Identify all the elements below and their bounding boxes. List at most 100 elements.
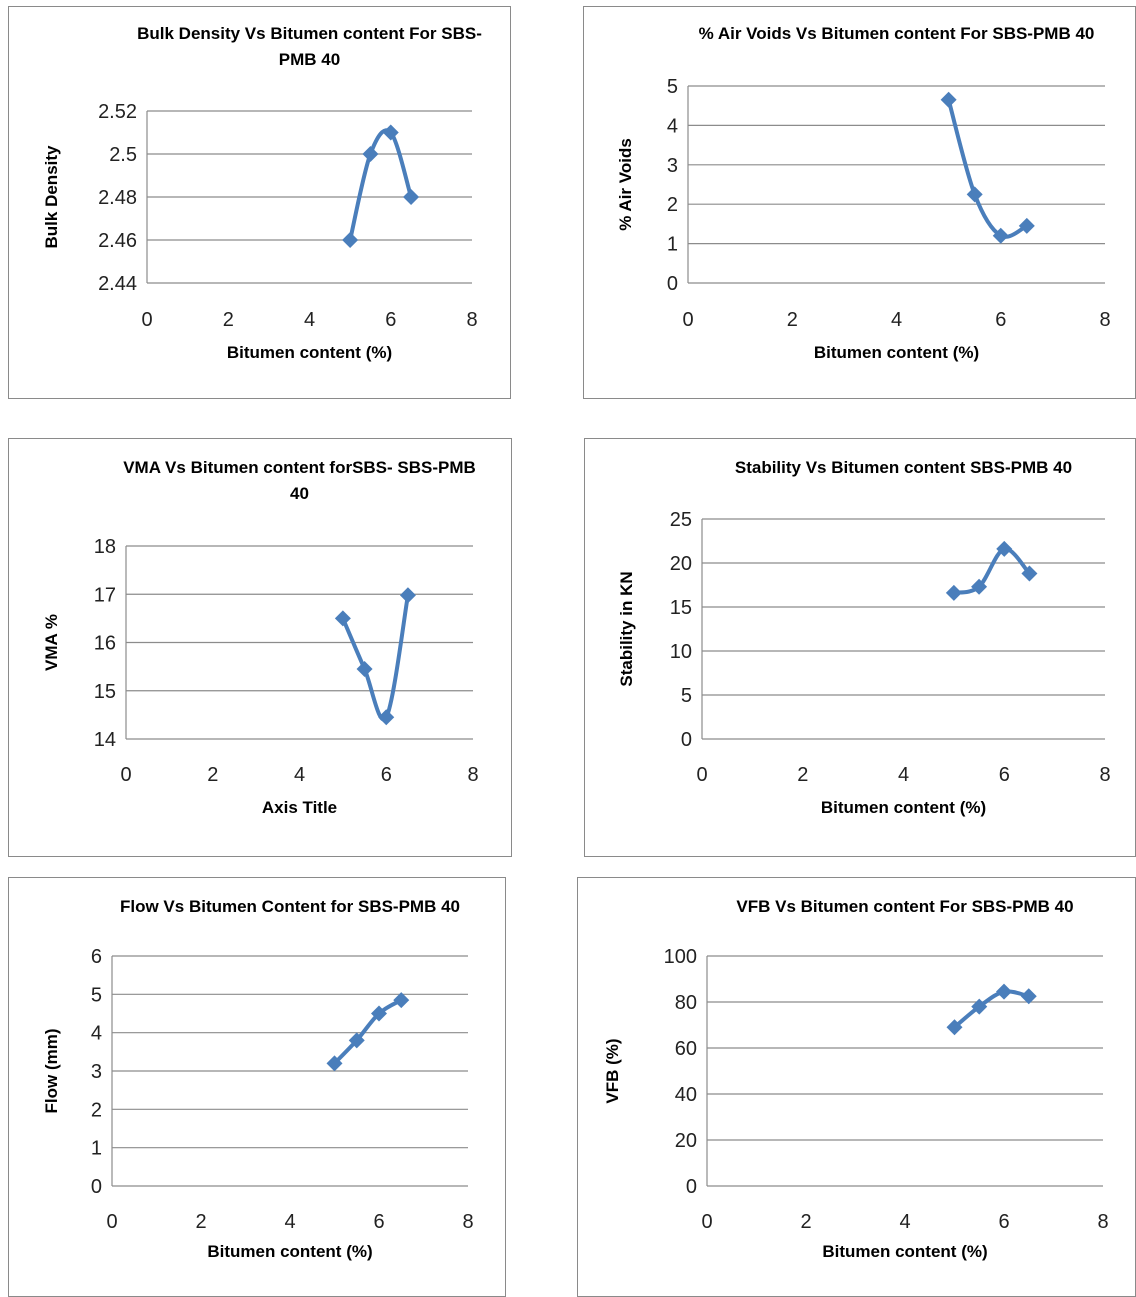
data-point-marker — [362, 146, 379, 162]
chart-title: VFB Vs Bitumen content For SBS-PMB 40 — [736, 897, 1073, 916]
y-tick-label: 0 — [91, 1176, 102, 1198]
x-tick-label: 0 — [106, 1211, 117, 1233]
data-point-marker — [399, 587, 416, 604]
x-tick-label: 2 — [207, 764, 218, 786]
y-tick-label: 2 — [91, 1099, 102, 1121]
y-tick-label: 10 — [670, 641, 692, 663]
data-point-marker — [393, 992, 410, 1009]
x-axis-title: Bitumen content (%) — [814, 343, 979, 362]
chart-svg: Flow Vs Bitumen Content for SBS-PMB 40 0 1… — [42, 897, 474, 1261]
y-tick-label: 17 — [94, 584, 116, 606]
chart-title: PMB 40 — [279, 50, 340, 69]
x-tick-label: 2 — [223, 309, 234, 331]
x-tick-label: 6 — [381, 764, 392, 786]
y-tick-label: 1 — [667, 234, 678, 256]
chart-flow: Flow Vs Bitumen Content for SBS-PMB 40 0 1… — [8, 877, 506, 1297]
x-axis-title: Axis Title — [262, 798, 337, 817]
x-tick-label: 6 — [995, 309, 1006, 331]
data-point-marker — [945, 584, 962, 601]
y-tick-label: 15 — [94, 681, 116, 703]
y-tick-label: 0 — [686, 1176, 697, 1198]
y-tick-label: 0 — [667, 273, 678, 295]
series-line — [348, 128, 414, 242]
series-line — [952, 989, 1031, 1030]
x-tick-label: 2 — [800, 1211, 811, 1233]
data-point-marker — [966, 186, 983, 203]
y-tick-label: 16 — [94, 633, 116, 655]
chart-title: 40 — [290, 484, 309, 503]
data-point-marker — [356, 661, 373, 678]
series-line — [332, 998, 404, 1066]
data-point-marker — [342, 232, 359, 248]
x-tick-label: 4 — [891, 309, 902, 331]
series-line — [951, 546, 1032, 595]
chart-svg: Bulk Density Vs Bitumen content For SBS-… — [42, 24, 482, 362]
y-tick-label: 14 — [94, 729, 116, 751]
y-tick-label: 20 — [675, 1130, 697, 1152]
y-axis-title: VFB (%) — [603, 1038, 622, 1103]
data-point-marker — [1018, 217, 1035, 234]
x-tick-label: 6 — [385, 309, 396, 331]
x-tick-label: 0 — [701, 1211, 712, 1233]
x-tick-label: 8 — [462, 1211, 473, 1233]
y-tick-label: 2.52 — [98, 101, 137, 123]
data-point-marker — [971, 578, 988, 595]
y-tick-label: 5 — [91, 984, 102, 1006]
x-tick-label: 4 — [898, 764, 909, 786]
x-tick-label: 0 — [696, 764, 707, 786]
y-tick-label: 100 — [664, 946, 697, 968]
x-tick-label: 4 — [294, 764, 305, 786]
y-tick-label: 25 — [670, 509, 692, 531]
data-point-marker — [326, 1055, 343, 1072]
y-tick-label: 40 — [675, 1084, 697, 1106]
chart-svg: Stability Vs Bitumen content SBS-PMB 40 0… — [617, 458, 1111, 817]
chart-title: % Air Voids Vs Bitumen content For SBS-P… — [699, 24, 1095, 43]
y-axis-title: Flow (mm) — [42, 1029, 61, 1114]
y-tick-label: 2.5 — [109, 144, 137, 166]
y-tick-label: 4 — [91, 1023, 102, 1045]
y-axis-title: Bulk Density — [42, 145, 61, 249]
y-tick-label: 3 — [91, 1061, 102, 1083]
data-point-marker — [940, 91, 957, 108]
x-tick-label: 6 — [373, 1211, 384, 1233]
x-tick-label: 2 — [797, 764, 808, 786]
x-axis-title: Bitumen content (%) — [227, 343, 392, 362]
y-tick-label: 60 — [675, 1038, 697, 1060]
y-tick-label: 5 — [681, 685, 692, 707]
data-point-marker — [996, 540, 1013, 557]
chart-vma: VMA Vs Bitumen content forSBS- SBS-PMB 40… — [8, 438, 512, 857]
x-tick-label: 8 — [1097, 1211, 1108, 1233]
series-line — [946, 97, 1029, 239]
data-point-marker — [992, 227, 1009, 244]
data-point-marker — [403, 189, 420, 205]
y-tick-label: 2.48 — [98, 187, 137, 209]
y-tick-label: 6 — [91, 946, 102, 968]
data-point-marker — [348, 1032, 365, 1049]
y-axis-title: % Air Voids — [616, 138, 635, 231]
chart-svg: VMA Vs Bitumen content forSBS- SBS-PMB40… — [42, 458, 479, 817]
x-tick-label: 8 — [467, 764, 478, 786]
data-point-marker — [382, 124, 399, 141]
x-tick-label: 4 — [304, 309, 315, 331]
chart-title: VMA Vs Bitumen content forSBS- SBS-PMB — [123, 458, 476, 477]
y-tick-label: 3 — [667, 155, 678, 177]
chart-title: Bulk Density Vs Bitumen content For SBS- — [137, 24, 482, 43]
x-axis-title: Bitumen content (%) — [207, 1242, 372, 1261]
y-tick-label: 1 — [91, 1138, 102, 1160]
x-tick-label: 2 — [787, 309, 798, 331]
y-tick-label: 2 — [667, 194, 678, 216]
data-point-marker — [334, 610, 351, 627]
chart-vfb: VFB Vs Bitumen content For SBS-PMB 40 0 20… — [577, 877, 1136, 1297]
x-tick-label: 0 — [120, 764, 131, 786]
y-tick-label: 2.44 — [98, 273, 137, 295]
y-tick-label: 15 — [670, 597, 692, 619]
x-axis-title: Bitumen content (%) — [822, 1242, 987, 1261]
x-tick-label: 2 — [195, 1211, 206, 1233]
y-tick-label: 5 — [667, 76, 678, 98]
x-tick-label: 6 — [999, 764, 1010, 786]
data-point-marker — [371, 1005, 387, 1022]
x-axis-title: Bitumen content (%) — [821, 798, 986, 817]
y-tick-label: 2.46 — [98, 230, 137, 252]
x-tick-label: 8 — [466, 309, 477, 331]
x-tick-label: 8 — [1099, 309, 1110, 331]
